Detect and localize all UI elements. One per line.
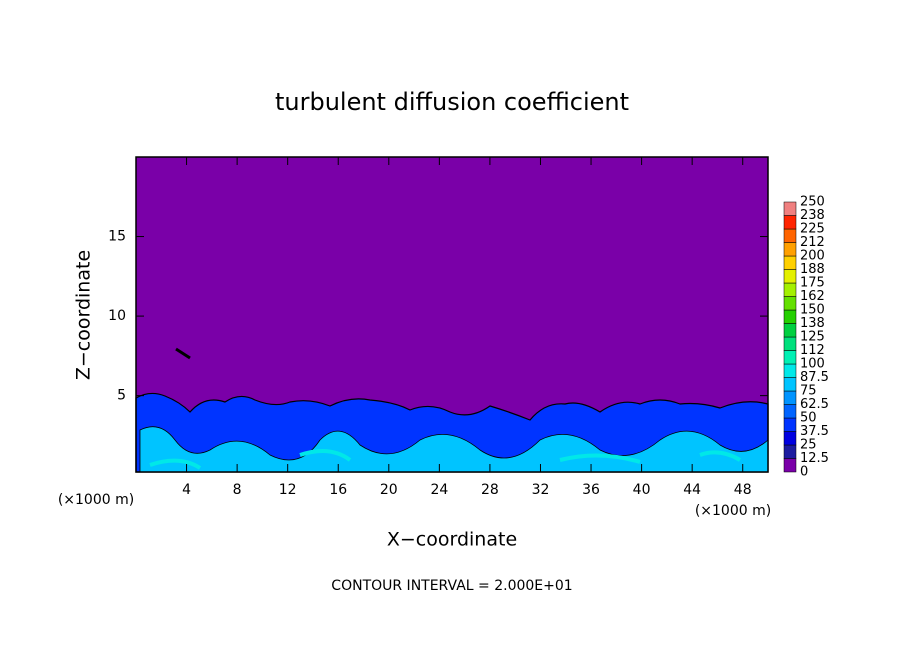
colorbar-label: 112 (800, 343, 825, 358)
colorbar-label: 212 (800, 235, 825, 250)
colorbar-swatch (783, 282, 797, 297)
colorbar-label: 250 (800, 195, 825, 210)
colorbar-label: 75 (800, 384, 817, 399)
x-tick-label: 12 (279, 482, 297, 498)
colorbar-swatch (783, 417, 797, 432)
x-tick-label: 4 (182, 482, 191, 498)
x-tick-label: 16 (329, 482, 347, 498)
colorbar-label: 87.5 (800, 370, 829, 385)
x-tick-label: 44 (683, 482, 701, 498)
colorbar-label: 150 (800, 303, 825, 318)
colorbar-label: 200 (800, 249, 825, 264)
colorbar-label: 188 (800, 262, 825, 277)
y-tick-label: 10 (108, 308, 126, 324)
colorbar-swatch (783, 390, 797, 405)
colorbar-label: 0 (800, 465, 808, 480)
x-tick-label: 36 (582, 482, 600, 498)
chart-title: turbulent diffusion coefficient (275, 88, 629, 116)
colorbar-label: 175 (800, 276, 825, 291)
colorbar-swatch (783, 323, 797, 338)
colorbar-swatch (783, 201, 797, 216)
colorbar-swatch (783, 350, 797, 365)
colorbar-label: 138 (800, 316, 825, 331)
x-tick-label: 32 (532, 482, 550, 498)
y-tick-label: 5 (117, 388, 126, 404)
colorbar-swatch (783, 242, 797, 257)
colorbar-swatch (783, 336, 797, 351)
colorbar-label: 50 (800, 411, 817, 426)
turbulent-streak (149, 449, 742, 470)
y-axis-label: Z−coordinate (73, 250, 95, 380)
colorbar-swatch (783, 377, 797, 392)
colorbar-label: 37.5 (800, 424, 829, 439)
colorbar-swatch (783, 309, 797, 324)
field (135, 157, 769, 473)
colorbar-swatch (783, 444, 797, 459)
plot-frame (135, 156, 769, 473)
small-eddy (175, 347, 191, 360)
colorbar-label: 25 (800, 438, 817, 453)
x-tick-label: 20 (380, 482, 398, 498)
x-tick-label: 24 (430, 482, 448, 498)
colorbar-swatch (783, 269, 797, 284)
colorbar-label: 12.5 (800, 451, 829, 466)
turbulent-layer (135, 392, 769, 473)
colorbar-swatch (783, 458, 797, 473)
x-tick-label: 8 (233, 482, 242, 498)
colorbar-swatch (783, 404, 797, 419)
colorbar-swatch (783, 296, 797, 311)
y-unit: (×1000 m) (58, 492, 134, 508)
colorbar-label: 162 (800, 289, 825, 304)
colorbar-swatch (783, 228, 797, 243)
x-unit: (×1000 m) (695, 503, 771, 519)
x-tick-label: 40 (633, 482, 651, 498)
colorbar-label: 62.5 (800, 397, 829, 412)
footer: CONTOUR INTERVAL = 2.000E+01 (331, 578, 572, 594)
colorbar-label: 100 (800, 357, 825, 372)
x-tick-label: 28 (481, 482, 499, 498)
y-tick-label: 15 (108, 229, 126, 245)
colorbar-swatch (783, 255, 797, 270)
x-axis-label: X−coordinate (387, 529, 517, 551)
x-tick-label: 48 (734, 482, 752, 498)
turbulent-core (139, 426, 769, 473)
colorbar-swatch (783, 363, 797, 378)
colorbar-swatch (783, 215, 797, 230)
colorbar-label: 225 (800, 222, 825, 237)
colorbar-swatch (783, 431, 797, 446)
colorbar-label: 238 (800, 208, 825, 223)
colorbar-label: 125 (800, 330, 825, 345)
